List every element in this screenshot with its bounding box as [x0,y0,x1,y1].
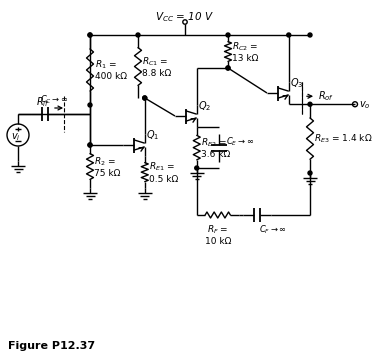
Text: $Q_1$: $Q_1$ [146,128,159,142]
Text: $R_2$ =
75 kΩ: $R_2$ = 75 kΩ [94,155,120,178]
Circle shape [308,171,312,175]
Text: $R_{C2}$ =
13 kΩ: $R_{C2}$ = 13 kΩ [232,40,258,63]
Circle shape [88,33,92,37]
Text: Figure P12.37: Figure P12.37 [8,341,95,351]
Circle shape [136,33,140,37]
Circle shape [88,143,92,147]
Text: $Q_2$: $Q_2$ [197,99,211,113]
Circle shape [88,33,92,37]
Text: $R_{E1}$ =
0.5 kΩ: $R_{E1}$ = 0.5 kΩ [149,161,178,184]
Circle shape [88,143,92,147]
Text: $R_{E3}$ = 1.4 kΩ: $R_{E3}$ = 1.4 kΩ [314,132,373,145]
Text: $C_F \rightarrow \infty$: $C_F \rightarrow \infty$ [259,223,287,236]
Text: $Q_3$: $Q_3$ [290,76,303,90]
Text: $R_1$ =
400 kΩ: $R_1$ = 400 kΩ [95,58,127,81]
Circle shape [143,96,147,100]
Circle shape [143,96,147,100]
Circle shape [88,103,92,107]
Text: $v_i$: $v_i$ [11,131,21,143]
Text: $R_{E2}$ =
3.6 kΩ: $R_{E2}$ = 3.6 kΩ [201,136,230,159]
Circle shape [226,66,230,70]
Text: $R_{if}$: $R_{if}$ [36,95,50,109]
Text: $V_{CC}$ = 10 V: $V_{CC}$ = 10 V [156,10,215,24]
Text: $R_{C1}$ =
8.8 kΩ: $R_{C1}$ = 8.8 kΩ [142,55,171,78]
Text: $C_C \rightarrow \infty$: $C_C \rightarrow \infty$ [40,94,68,106]
Circle shape [195,166,199,170]
Text: $v_o$: $v_o$ [359,99,371,111]
Circle shape [226,33,230,37]
Circle shape [308,33,312,37]
Text: $R_F$ =
10 kΩ: $R_F$ = 10 kΩ [205,223,231,246]
Text: $C_E \rightarrow \infty$: $C_E \rightarrow \infty$ [226,135,254,148]
Circle shape [287,33,291,37]
Text: $R_{of}$: $R_{of}$ [318,89,334,103]
Circle shape [226,66,230,70]
Circle shape [308,102,312,106]
